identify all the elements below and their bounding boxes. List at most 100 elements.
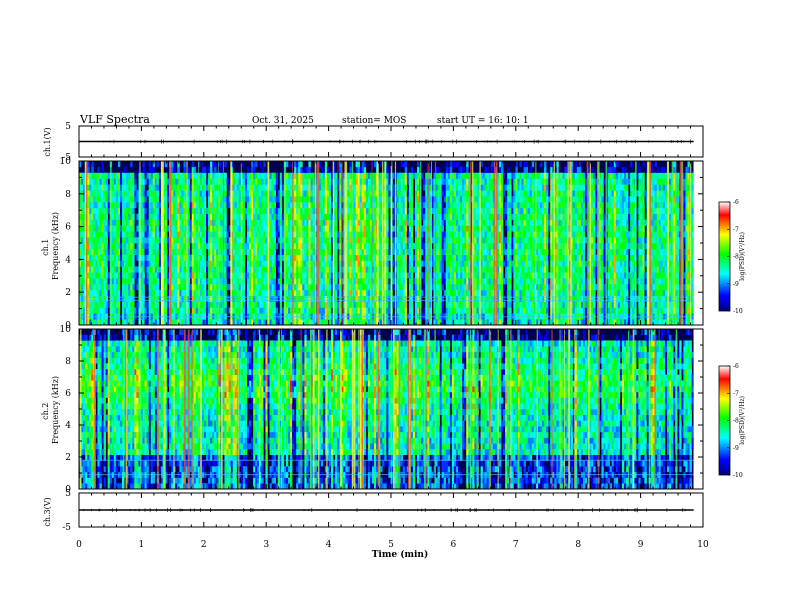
spectrogram-cell: [392, 237, 395, 244]
spectrogram-cell: [382, 237, 385, 244]
spectrogram-cell: [392, 219, 395, 226]
spectrogram-cell: [460, 272, 463, 279]
spectrogram-cell: [134, 266, 137, 273]
spectrogram-cell: [201, 207, 205, 215]
spectrogram-cell: [105, 272, 108, 279]
spectrogram-cell: [130, 272, 133, 279]
spectrogram-cell: [208, 248, 211, 256]
spectrogram-cell: [404, 301, 408, 308]
spectrogram-cell: [199, 248, 203, 256]
spectrogram-cell: [388, 196, 391, 203]
spectrogram-cell: [273, 272, 276, 279]
spectrogram-cell: [369, 190, 373, 197]
spectrogram-cell: [300, 272, 303, 279]
spectrogram-cell: [365, 196, 369, 203]
spectrogram-cell: [324, 284, 328, 291]
spectrogram-cell: [298, 166, 301, 174]
spectrogram-cell: [115, 295, 119, 302]
spectrogram-cell: [392, 213, 395, 220]
spectrogram-cell: [95, 219, 98, 226]
spectrogram-cell: [218, 225, 221, 232]
spectrogram-cell: [306, 172, 309, 179]
spectrogram-cell: [255, 213, 258, 220]
spectrogram-cell: [433, 207, 436, 215]
spectrogram-cell: [388, 272, 391, 279]
spectrogram-cell: [240, 196, 244, 203]
spectrogram-cell: [179, 260, 182, 267]
spectrogram-cell: [318, 295, 322, 302]
spectrogram-cell: [175, 243, 178, 250]
spectrogram-cell: [199, 178, 203, 185]
spectrogram-cell: [113, 278, 117, 285]
spectrogram-cell: [126, 284, 129, 291]
spectrogram-cell: [128, 207, 131, 215]
spectrogram-cell: [451, 190, 455, 197]
spectrogram-cell: [415, 289, 418, 297]
spectrogram-cell: [382, 196, 385, 203]
spectrogram-cell: [111, 190, 115, 197]
spectrogram-cell: [322, 307, 326, 314]
spectrogram-cell: [257, 172, 260, 179]
spectrogram-cell: [421, 272, 424, 279]
spectrogram-cell: [214, 260, 217, 267]
spectrogram-cell: [144, 307, 147, 314]
spectrogram-cell: [228, 243, 231, 250]
spectrogram-cell: [437, 196, 440, 203]
spectrogram-cell: [451, 295, 455, 302]
spectrogram-cell: [380, 172, 383, 179]
spectrogram-cell: [195, 284, 199, 291]
spectrogram-cell: [363, 307, 367, 314]
spectrogram-cell: [140, 213, 143, 220]
spectrogram-cell: [396, 231, 399, 238]
spectrogram-cell: [249, 172, 252, 179]
spectrogram-cell: [183, 295, 186, 302]
spectrogram-cell: [173, 196, 176, 203]
spectrogram-cell: [431, 196, 434, 203]
spectrogram-cell: [439, 190, 442, 197]
spectrogram-cell: [453, 272, 457, 279]
spectrogram-cell: [322, 278, 326, 285]
spectrogram-cell: [429, 207, 432, 215]
spectrogram-cell: [347, 260, 350, 267]
spectrogram-cell: [113, 219, 117, 226]
spectrogram-cell: [197, 307, 201, 314]
spectrogram-cell: [263, 231, 266, 238]
spectrogram-cell: [369, 254, 373, 261]
spectrogram-cell: [429, 190, 432, 197]
spectrogram-cell: [201, 248, 205, 256]
spectrogram-cell: [142, 190, 145, 197]
spectrogram-cell: [458, 307, 461, 314]
spectrogram-cell: [234, 219, 238, 226]
spectrogram-cell: [365, 266, 369, 273]
spectrogram-cell: [111, 196, 115, 203]
spectrogram-cell: [208, 237, 211, 244]
spectrogram-cell: [437, 213, 440, 220]
spectrogram-cell: [439, 225, 442, 232]
spectrogram-cell: [322, 301, 326, 308]
spectrogram-cell: [218, 248, 221, 256]
spectrogram-cell: [292, 272, 295, 279]
spectrogram-cell: [128, 237, 131, 244]
spectrogram-cell: [240, 295, 244, 302]
spectrogram-cell: [95, 307, 98, 314]
spectrogram-cell: [398, 219, 401, 226]
spectrogram-cell: [421, 202, 424, 209]
spectrogram-cell: [337, 207, 340, 215]
spectrogram-cell: [99, 231, 102, 238]
spectrogram-cell: [435, 213, 438, 220]
spectrogram-cell: [111, 184, 115, 191]
spectrogram-cell: [265, 202, 268, 209]
spectrogram-cell: [363, 231, 367, 238]
spectrogram-cell: [259, 178, 262, 185]
spectrogram-cell: [306, 260, 309, 267]
spectrogram-cell: [167, 225, 170, 232]
spectrogram-cell: [404, 202, 408, 209]
spectrogram-cell: [312, 213, 315, 220]
spectrogram-cell: [107, 319, 111, 325]
spectrogram-cell: [337, 243, 340, 250]
spectrogram-cell: [281, 272, 285, 279]
spectrogram-cell: [224, 254, 227, 261]
spectrogram-cell: [99, 243, 102, 250]
spectrogram-cell: [255, 225, 258, 232]
spectrogram-cell: [212, 172, 215, 179]
